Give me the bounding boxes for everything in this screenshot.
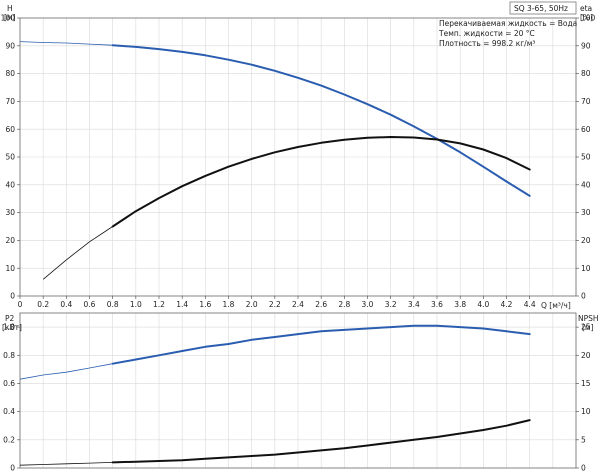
bottom-y-left-tick-label: 1.0 (3, 323, 15, 332)
x-tick-label: 0.8 (107, 300, 119, 309)
top-y-right-tick-label: 0 (581, 292, 586, 301)
bottom-y-left-tick-label: 0.2 (3, 435, 15, 444)
chart-title: SQ 3-65, 50Hz (514, 4, 568, 13)
y-left-unit: [м] (4, 13, 16, 22)
top-y-left-tick-label: 10 (5, 264, 15, 273)
top-y-right-tick-label: 20 (581, 236, 591, 245)
x-axis-label: Q [м³/ч] (541, 301, 571, 310)
top-series-1-line (111, 136, 531, 228)
bottom-ticks: 0 0.2 0.4 0.6 0.8 1.0 0 5 10 15 20 25 (3, 323, 591, 473)
x-tick-label: 1.4 (176, 300, 188, 309)
top-y-right-tick-label: 50 (581, 153, 591, 162)
y-left-label: H (7, 4, 13, 13)
title-box (509, 1, 577, 15)
bottom-y-right-tick-label: 25 (581, 323, 591, 332)
bottom-series-0-line (111, 324, 531, 365)
bottom-plot-frame (19, 312, 577, 469)
x-tick-label: 1.6 (199, 300, 211, 309)
top-y-left-tick-label: 100 (1, 14, 16, 23)
top-grid (20, 18, 576, 296)
x-tick-label: 3.4 (408, 300, 420, 309)
bottom-series-0-extension-line (19, 363, 113, 380)
x-tick-label: 3.0 (362, 300, 374, 309)
x-tick-label: 4.4 (524, 300, 536, 309)
legend-temperature: Темп. жидкости = 20 °C (438, 29, 535, 38)
x-tick-label: 0.4 (60, 300, 72, 309)
p2-label: P2 (5, 314, 15, 323)
top-series-0-extension-line (19, 41, 113, 46)
x-tick-label: 2.0 (246, 300, 258, 309)
top-series-0-line (111, 44, 531, 197)
x-tick-label: 2.2 (269, 300, 281, 309)
x-tick-label: 4.2 (501, 300, 513, 309)
legend-density: Плотность = 998.2 кг/м³ (439, 39, 535, 48)
bottom-y-left-tick-label: 0 (10, 464, 15, 473)
npsh-label: NPSH (578, 314, 599, 323)
x-tick-label: 1.0 (130, 300, 142, 309)
bottom-y-right-tick-label: 10 (581, 407, 591, 416)
top-y-right-tick-label: 80 (581, 69, 591, 78)
bottom-y-right-tick-label: 0 (581, 464, 586, 473)
top-y-left-tick-label: 40 (5, 180, 15, 189)
bottom-series (19, 324, 531, 466)
top-y-left-tick-label: 80 (5, 69, 15, 78)
top-y-right-tick-label: 90 (581, 41, 591, 50)
top-y-right-tick-label: 70 (581, 97, 591, 106)
top-y-right-tick-label: 40 (581, 180, 591, 189)
x-tick-label: 0.6 (84, 300, 96, 309)
top-series-1-extension-line (42, 226, 113, 280)
top-series (19, 41, 531, 280)
x-tick-label: 3.2 (385, 300, 397, 309)
x-tick-label: 2.4 (292, 300, 304, 309)
bottom-grid (20, 313, 576, 468)
top-y-right-tick-label: 10 (581, 264, 591, 273)
top-y-left-tick-label: 0 (10, 292, 15, 301)
x-tick-label: 3.8 (454, 300, 466, 309)
x-tick-label: 2.8 (338, 300, 350, 309)
y-right-unit: [%] (580, 13, 593, 22)
bottom-series-1-extension-line (19, 462, 113, 466)
bottom-y-left-tick-label: 0.8 (3, 351, 15, 360)
legend: Перекачиваемая жидкость = Вода Темп. жид… (438, 19, 577, 48)
top-y-left-tick-label: 70 (5, 97, 15, 106)
bottom-y-right-tick-label: 20 (581, 351, 591, 360)
bottom-y-left-tick-label: 0.6 (3, 379, 15, 388)
top-ticks: 0 10 20 30 40 50 60 70 80 90 100 0 10 20 30 40 50 60 70 80 9… (1, 14, 596, 309)
top-y-left-tick-label: 30 (5, 208, 15, 217)
x-tick-label: 1.2 (153, 300, 165, 309)
x-tick-label: 2.6 (315, 300, 327, 309)
x-tick-label: 0 (18, 300, 23, 309)
top-y-left-tick-label: 20 (5, 236, 15, 245)
x-tick-label: 4.0 (477, 300, 489, 309)
y-right-label: eta (580, 4, 592, 13)
legend-fluid: Перекачиваемая жидкость = Вода (439, 19, 577, 28)
top-y-right-tick-label: 30 (581, 208, 591, 217)
top-y-left-tick-label: 90 (5, 41, 15, 50)
top-y-left-tick-label: 60 (5, 125, 15, 134)
power-npsh-panel: 0 0.2 0.4 0.6 0.8 1.0 0 5 10 15 20 25 P2 [кВт] NPSH… (2, 312, 599, 473)
top-y-right-tick-label: 100 (581, 14, 596, 23)
x-tick-label: 1.8 (223, 300, 235, 309)
top-y-right-tick-label: 60 (581, 125, 591, 134)
head-efficiency-panel: 0 10 20 30 40 50 60 70 80 90 100 0 10 20 30 40 50 60 70 80 9… (1, 1, 596, 310)
bottom-y-left-tick-label: 0.4 (3, 407, 15, 416)
npsh-unit: [м] (582, 323, 594, 332)
x-tick-label: 0.2 (37, 300, 49, 309)
p2-unit: [кВт] (2, 323, 22, 332)
bottom-y-right-tick-label: 5 (581, 435, 586, 444)
top-y-left-tick-label: 50 (5, 153, 15, 162)
x-tick-label: 3.6 (431, 300, 443, 309)
bottom-y-right-tick-label: 15 (581, 379, 591, 388)
bottom-series-1-line (111, 419, 531, 464)
